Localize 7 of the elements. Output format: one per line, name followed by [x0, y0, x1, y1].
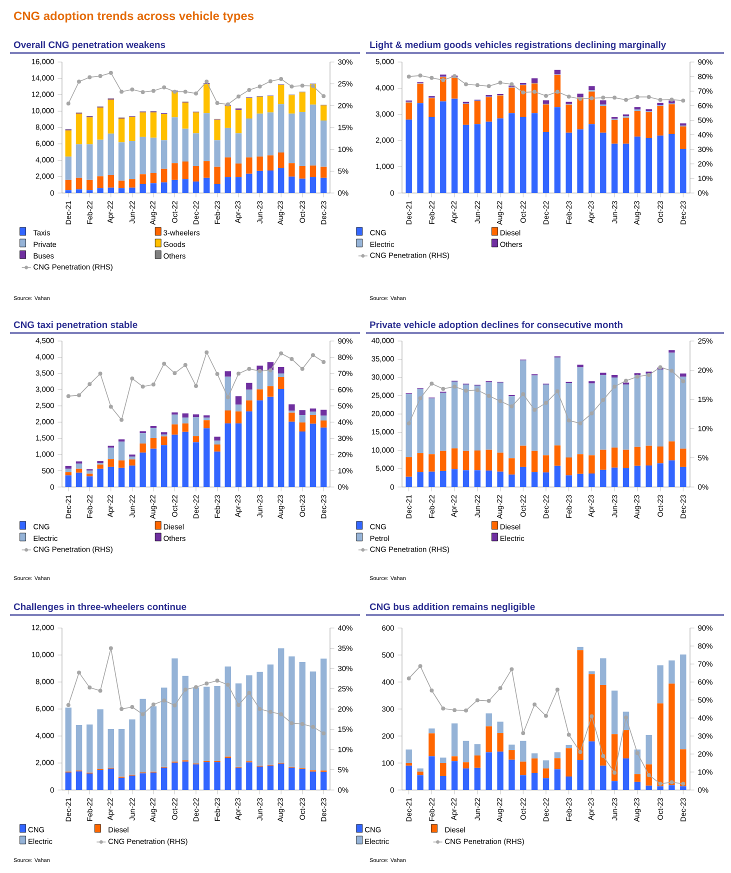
text: CNG adoption trends across vehicle types	[14, 11, 254, 22]
chart-title: CNG bus addition remains negligible	[370, 603, 535, 612]
chart-title: Private vehicle adoption declines for consecutive month	[370, 321, 622, 330]
chart-title: Challenges in three-wheelers continue	[14, 603, 186, 612]
chart-title: Overall CNG penetration weakens	[14, 41, 166, 50]
chart-title: Light & medium goods vehicles registrations declining marginally	[370, 41, 666, 50]
chart-title: CNG taxi penetration stable	[14, 321, 138, 330]
